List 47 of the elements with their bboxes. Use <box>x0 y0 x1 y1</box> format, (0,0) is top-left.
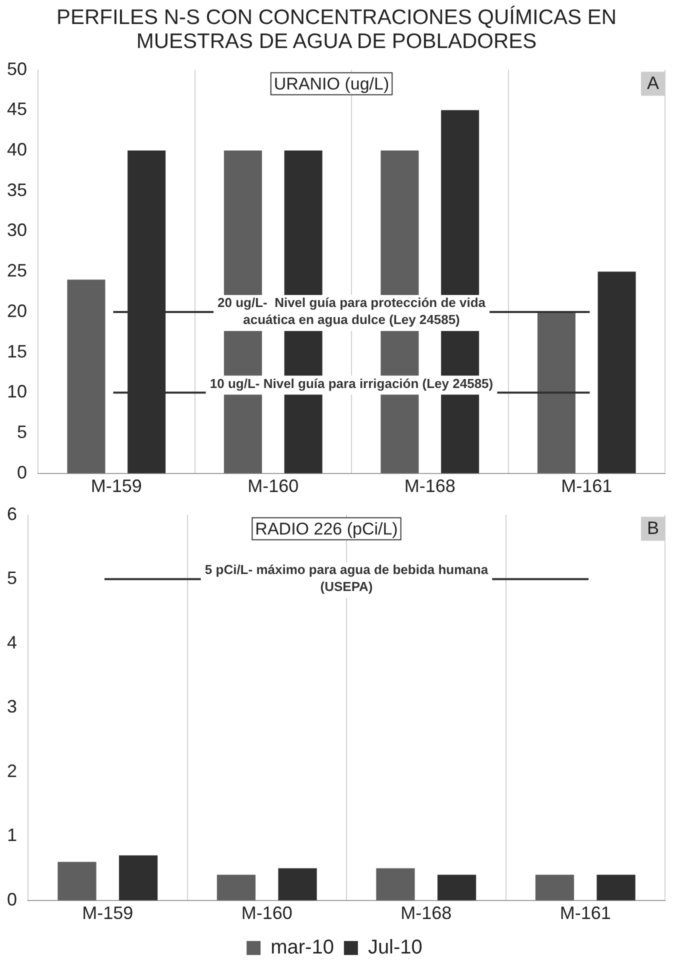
x-tick-label: M-159 <box>90 476 142 496</box>
x-tick-label: M-168 <box>404 476 456 496</box>
legend-label: mar-10 <box>270 936 334 959</box>
x-tick-label: M-161 <box>561 476 612 496</box>
y-tick-label: 1 <box>6 825 18 846</box>
y-tick-label: 40 <box>6 139 28 160</box>
chart-subtitle: URANIO (ug/L) <box>274 74 390 94</box>
bar <box>437 874 476 900</box>
bar <box>596 874 636 900</box>
bar <box>598 272 636 474</box>
bar <box>278 868 317 900</box>
chart-subtitle: RADIO 226 (pCi/L) <box>255 519 398 538</box>
x-tick-label: M-160 <box>248 476 299 496</box>
bar <box>216 874 256 900</box>
bar <box>58 862 96 900</box>
bar <box>537 312 576 474</box>
x-tick-label: M-161 <box>560 903 611 924</box>
annotation: B <box>646 518 660 538</box>
y-tick-label: 15 <box>6 341 28 362</box>
bar <box>118 855 158 900</box>
y-tick-label: 3 <box>6 696 18 717</box>
y-tick-label: 25 <box>6 260 28 281</box>
annotation: A <box>646 72 660 93</box>
y-tick-label: 45 <box>6 99 28 120</box>
y-tick-label: 0 <box>17 462 28 482</box>
y-tick-label: 5 <box>17 422 28 442</box>
y-tick-label: 0 <box>6 889 18 910</box>
y-tick-label: 10 <box>6 382 28 402</box>
y-tick-label: 2 <box>6 760 18 781</box>
y-tick-label: 50 <box>6 58 28 79</box>
chart-title: PERFILES N-S CON CONCENTRACIONES QUÍMICAS EN MUESTRAS DE AGUA DE POBLADORES <box>55 4 618 55</box>
y-tick-label: 35 <box>6 180 28 200</box>
y-tick-label: 4 <box>6 632 18 652</box>
bar <box>535 874 574 900</box>
ref-line-label: 5 pCi/L- máximo para agua de bebida humana (USEPA) <box>204 562 489 594</box>
y-tick-label: 6 <box>6 504 18 524</box>
y-tick-label: 5 <box>6 568 18 588</box>
x-tick-label: M-159 <box>82 903 134 924</box>
x-tick-label: M-160 <box>241 903 292 924</box>
y-tick-label: 30 <box>6 220 28 240</box>
bar <box>376 868 415 900</box>
legend-label: Jul-10 <box>368 936 422 959</box>
ref-line-label: 20 ug/L- Nivel guía para protección de vida acuática en agua dulce (Ley 24585) <box>218 295 486 328</box>
ref-line-label: 10 ug/L- Nivel guía para irrigación (Ley 24585) <box>210 376 494 391</box>
bar <box>67 280 106 474</box>
x-tick-label: M-168 <box>400 903 452 924</box>
y-tick-label: 20 <box>6 300 28 321</box>
